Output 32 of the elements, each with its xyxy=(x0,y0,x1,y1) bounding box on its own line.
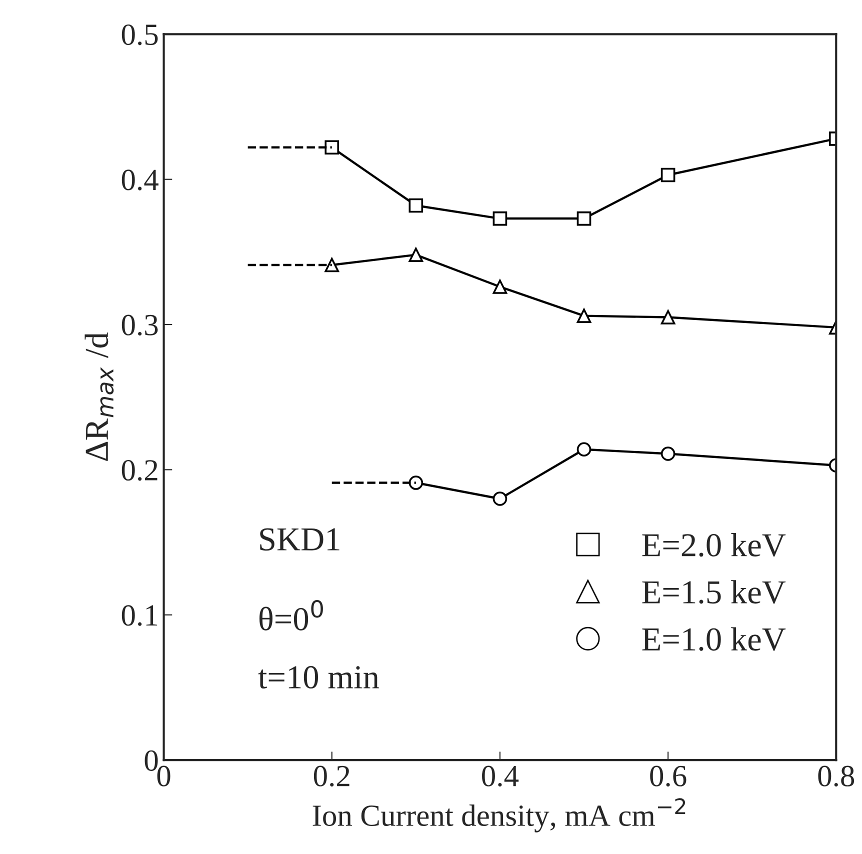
point xyxy=(408,476,424,490)
y-axis-title: ΔR$_{max}$ /d xyxy=(84,332,114,461)
point xyxy=(492,211,508,226)
legend-label: E=1.5 keV xyxy=(642,580,786,604)
y-tick-label: 0.4 xyxy=(122,170,158,190)
legend-label: E=2.0 keV xyxy=(642,533,786,557)
x-tick-label: 0.4 xyxy=(482,766,519,787)
point xyxy=(660,310,676,324)
point xyxy=(576,442,592,457)
y-tick-label: 0.5 xyxy=(122,24,158,46)
annotation: t=10 min xyxy=(258,666,379,689)
point xyxy=(660,168,676,182)
legend-label: E=1.0 keV xyxy=(642,627,786,651)
point xyxy=(660,446,676,461)
point xyxy=(576,211,592,226)
annotation: θ=0$^{0}$ xyxy=(259,600,323,630)
annotation: SKD1 xyxy=(260,528,340,551)
point xyxy=(576,308,592,323)
point xyxy=(408,198,424,213)
point xyxy=(492,492,508,506)
x-tick-label: 0.6 xyxy=(650,766,686,787)
point xyxy=(324,258,340,272)
x-axis-title: Ion Current density, mA cm$^{−2}$ xyxy=(312,798,686,832)
y-tick-label: 0 xyxy=(144,750,158,771)
y-tick-label: 0.1 xyxy=(122,605,158,626)
y-tick-label: 0.3 xyxy=(122,314,158,336)
x-tick-label: 0.2 xyxy=(314,766,350,787)
y-tick-label: 0.2 xyxy=(122,460,158,481)
point xyxy=(324,140,340,155)
point xyxy=(492,280,508,294)
point xyxy=(408,248,424,262)
x-tick-label: 0.8 xyxy=(818,766,854,787)
